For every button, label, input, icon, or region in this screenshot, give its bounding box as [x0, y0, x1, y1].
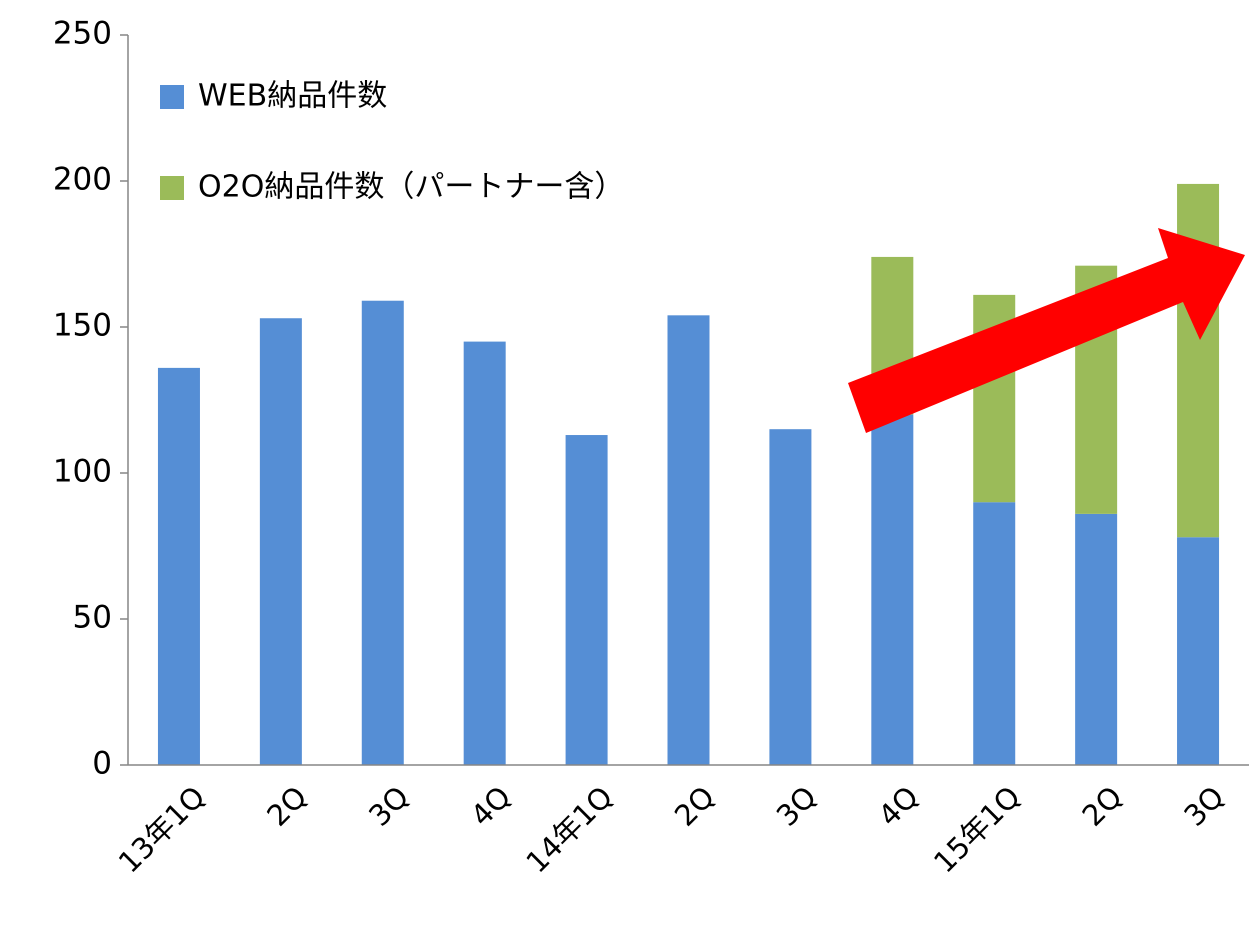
x-tick-label: 3Q [1177, 780, 1230, 833]
x-tick-label: 2Q [1076, 780, 1129, 833]
y-tick-label: 0 [92, 746, 112, 782]
y-tick-label: 100 [53, 454, 112, 490]
bar [1177, 537, 1220, 765]
y-tick-label: 50 [73, 600, 112, 636]
y-tick-label: 200 [53, 162, 112, 198]
bar [667, 315, 710, 765]
x-tick-label: 2Q [260, 780, 313, 833]
x-tick-label: 15年1Q [927, 780, 1027, 880]
legend-label: O2O納品件数（パートナー含） [198, 170, 624, 205]
x-tick-label: 2Q [668, 780, 721, 833]
x-tick-label: 4Q [464, 780, 517, 833]
bar [463, 341, 506, 765]
bar [361, 300, 404, 765]
x-tick-label: 3Q [362, 780, 415, 833]
bar [1075, 513, 1118, 765]
legend-swatch [160, 176, 184, 200]
x-tick-label: 3Q [770, 780, 823, 833]
x-tick-label: 14年1Q [519, 780, 619, 880]
y-tick-label: 150 [53, 308, 112, 344]
bar [565, 435, 608, 765]
bar [769, 429, 812, 765]
bar [871, 414, 914, 765]
bar [973, 502, 1016, 765]
bar [259, 318, 302, 765]
x-tick-label: 4Q [872, 780, 925, 833]
legend-label: WEB納品件数 [198, 79, 387, 114]
y-tick-label: 250 [53, 16, 112, 52]
trend-arrow [848, 228, 1245, 433]
legend-swatch [160, 85, 184, 109]
bar [157, 367, 200, 765]
x-tick-label: 13年1Q [112, 780, 212, 880]
